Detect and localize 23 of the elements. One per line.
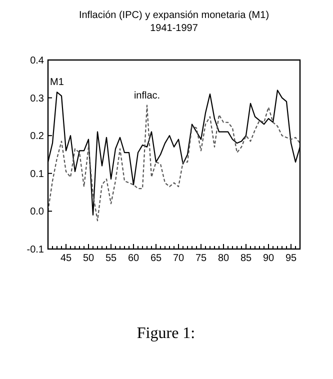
y-tick-label: -0.1	[26, 244, 44, 256]
y-tick-label: 0.1	[30, 168, 44, 180]
x-tick-label: 60	[128, 253, 140, 264]
x-tick-label: 55	[105, 253, 117, 264]
chart-subtitle: 1941-1997	[150, 23, 198, 34]
y-tick-label: 0.4	[30, 56, 44, 66]
x-tick-label: 90	[262, 253, 274, 264]
x-tick-label: 75	[195, 253, 207, 264]
x-tick-label: 70	[172, 253, 184, 264]
x-tick-label: 50	[82, 253, 94, 264]
line-series	[48, 104, 300, 222]
y-tick-label: 0.2	[30, 131, 44, 142]
annotation: M1	[50, 77, 64, 88]
annotation: inflac.	[134, 90, 160, 102]
caption: Figure 1:	[136, 325, 196, 342]
x-tick-label: 95	[285, 253, 297, 264]
y-tick-label: 0.0	[30, 206, 44, 218]
x-tick-label: 85	[240, 253, 252, 264]
chart-title: Inflación (IPC) y expansión monetaria (M1)	[78, 10, 270, 21]
x-tick-label: 65	[150, 253, 162, 264]
y-tick-label: 0.3	[30, 93, 44, 104]
x-tick-label: 45	[60, 253, 72, 264]
x-tick-label: 80	[218, 253, 230, 264]
